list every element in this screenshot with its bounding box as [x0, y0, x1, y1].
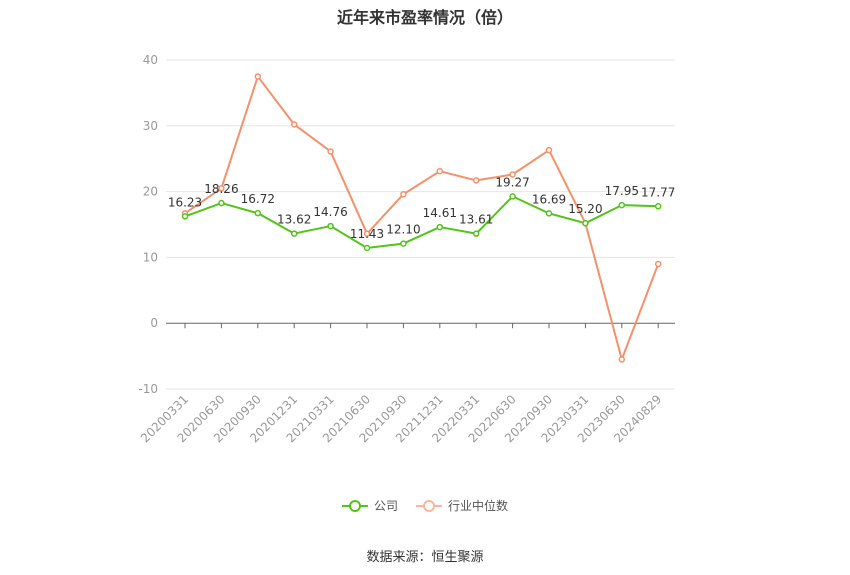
data-label-company: 16.23 — [168, 195, 202, 209]
data-point-company — [545, 210, 553, 217]
data-point-industry-median — [400, 190, 407, 198]
y-tick-label: 40 — [143, 53, 158, 67]
data-point-company — [363, 244, 371, 252]
y-tick-label: 0 — [150, 316, 158, 330]
y-tick-label: -10 — [138, 382, 158, 396]
data-label-company: 16.69 — [532, 192, 566, 206]
data-point-industry-median — [472, 177, 480, 184]
data-label-company: 14.76 — [313, 205, 347, 219]
data-point-company — [436, 223, 444, 231]
data-point-industry-median — [218, 185, 225, 192]
data-point-company — [218, 199, 225, 207]
data-label-company: 17.77 — [641, 185, 675, 199]
y-tick-label: 10 — [143, 250, 158, 264]
data-point-company — [254, 209, 262, 217]
data-label-company: 19.27 — [495, 175, 529, 189]
data-point-industry-median — [436, 167, 444, 175]
data-label-company: 12.10 — [386, 223, 420, 237]
data-point-company — [327, 222, 334, 230]
data-point-industry-median — [618, 356, 626, 363]
data-label-company: 13.61 — [459, 213, 493, 227]
data-point-industry-median — [327, 148, 334, 155]
data-point-industry-median — [363, 230, 371, 237]
data-point-company — [618, 201, 626, 209]
series-line-industry-median — [184, 75, 660, 361]
data-point-industry-median — [545, 146, 553, 154]
data-label-company: 18.26 — [204, 182, 238, 196]
data-point-company — [509, 193, 516, 200]
series-line-company — [184, 195, 659, 249]
data-label-company: 14.61 — [423, 206, 457, 220]
y-tick-label: 20 — [143, 185, 158, 199]
legend-item-industry-median[interactable]: 行业中位数 — [416, 497, 508, 514]
data-point-company — [654, 203, 662, 210]
data-point-industry-median — [254, 73, 262, 80]
chart-legend: 公司 行业中位数 — [0, 497, 850, 514]
data-label-company: 11.43 — [350, 227, 384, 241]
data-point-industry-median — [654, 260, 662, 268]
y-tick-label: 30 — [143, 119, 158, 133]
line-chart: 403020100-102020033120200630202009302020… — [138, 53, 675, 445]
legend-swatch-company — [341, 499, 368, 513]
data-point-industry-median — [290, 121, 298, 128]
legend-swatch-industry-median — [416, 499, 442, 513]
data-source: 数据来源：恒生聚源 — [366, 550, 484, 565]
data-point-company — [472, 230, 480, 237]
data-point-company — [290, 230, 298, 237]
legend-label-industry-median: 行业中位数 — [448, 499, 509, 513]
legend-label-company: 公司 — [373, 499, 398, 513]
data-point-company — [400, 240, 407, 247]
data-point-company — [582, 219, 589, 227]
data-label-company: 16.72 — [241, 192, 275, 206]
legend-item-company[interactable]: 公司 — [341, 497, 398, 514]
data-label-company: 15.20 — [568, 202, 602, 216]
data-point-company — [181, 213, 189, 220]
data-label-company: 17.95 — [605, 184, 639, 198]
data-point-industry-median — [509, 171, 516, 178]
data-label-company: 13.62 — [277, 213, 311, 227]
chart-title: 近年来市盈率情况（倍） — [336, 8, 513, 27]
